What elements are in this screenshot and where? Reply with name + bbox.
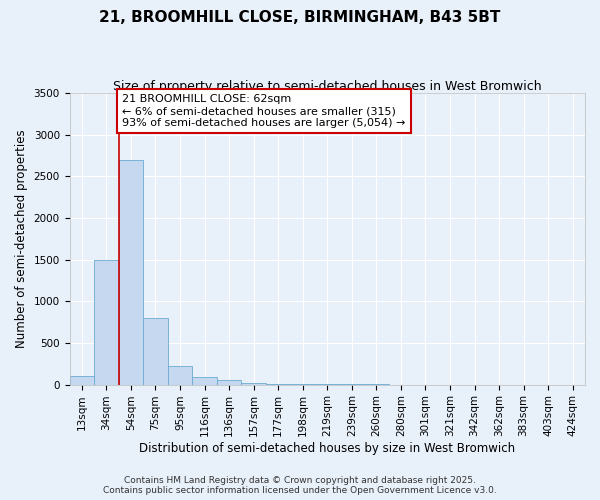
Bar <box>217 380 241 384</box>
Text: 21, BROOMHILL CLOSE, BIRMINGHAM, B43 5BT: 21, BROOMHILL CLOSE, BIRMINGHAM, B43 5BT <box>100 10 500 25</box>
Bar <box>119 160 143 384</box>
Bar <box>70 376 94 384</box>
X-axis label: Distribution of semi-detached houses by size in West Bromwich: Distribution of semi-detached houses by … <box>139 442 515 455</box>
Bar <box>94 260 119 384</box>
Bar <box>168 366 192 384</box>
Bar <box>192 377 217 384</box>
Y-axis label: Number of semi-detached properties: Number of semi-detached properties <box>15 130 28 348</box>
Text: 21 BROOMHILL CLOSE: 62sqm
← 6% of semi-detached houses are smaller (315)
93% of : 21 BROOMHILL CLOSE: 62sqm ← 6% of semi-d… <box>122 94 406 128</box>
Bar <box>241 383 266 384</box>
Text: Contains HM Land Registry data © Crown copyright and database right 2025.
Contai: Contains HM Land Registry data © Crown c… <box>103 476 497 495</box>
Title: Size of property relative to semi-detached houses in West Bromwich: Size of property relative to semi-detach… <box>113 80 542 93</box>
Bar <box>143 318 168 384</box>
